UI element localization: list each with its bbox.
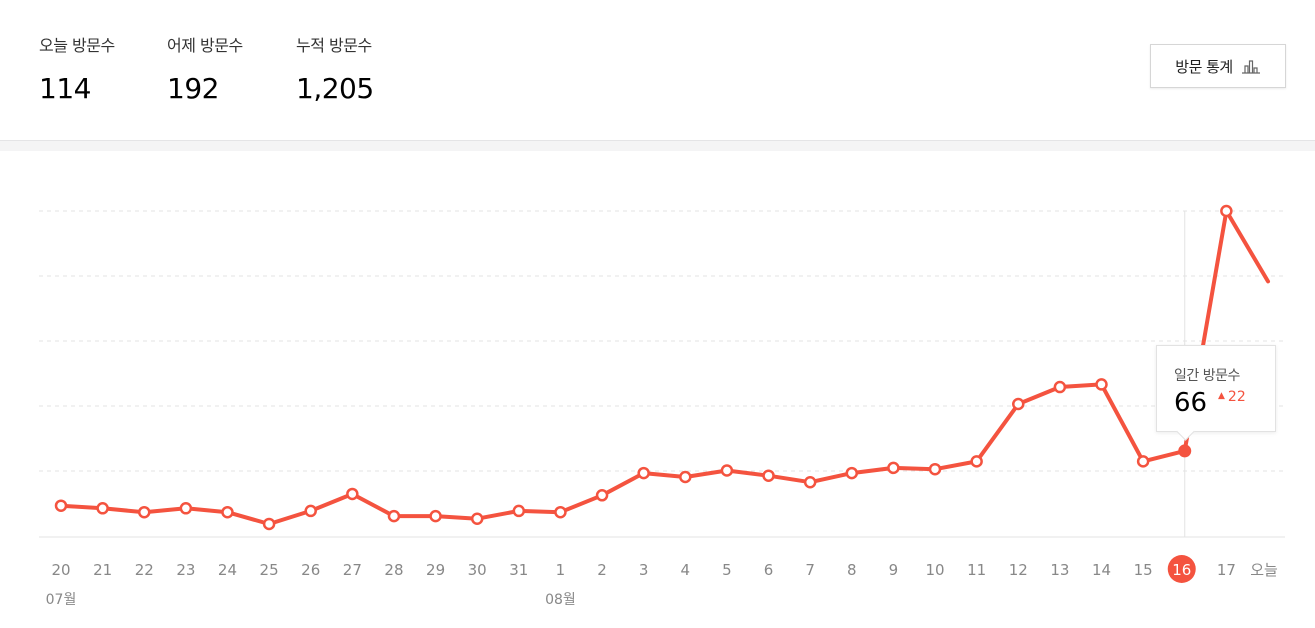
data-point[interactable] <box>637 466 650 480</box>
data-point[interactable] <box>262 517 276 531</box>
tooltip-change: ▲ 22 <box>1218 389 1246 405</box>
visits-line <box>59 209 1270 526</box>
x-tick-label[interactable]: 2 <box>597 561 607 579</box>
x-tick-label[interactable]: 24 <box>218 561 237 579</box>
x-label-highlight <box>1167 555 1196 583</box>
bar-chart-icon <box>1241 60 1260 74</box>
data-point[interactable] <box>762 469 775 482</box>
visits-series[interactable] <box>54 204 1270 531</box>
chart-grid <box>39 210 1285 538</box>
x-tick-label[interactable]: 27 <box>343 561 362 579</box>
visit-stats-button-label: 방문 통계 <box>1175 57 1233 76</box>
x-tick-label[interactable]: 29 <box>426 561 445 579</box>
data-point[interactable] <box>887 461 900 475</box>
x-tick-label[interactable]: 15 <box>1134 561 1153 579</box>
visitor-summary: 오늘 방문수 114 어제 방문수 192 누적 방문수 1,205 방문 통계 <box>0 0 1315 140</box>
x-tick-label[interactable]: 17 <box>1217 561 1236 579</box>
yesterday-visits-label: 어제 방문수 <box>167 36 243 55</box>
x-tick-label[interactable]: 25 <box>260 561 279 579</box>
x-tick-label[interactable]: 13 <box>1050 561 1069 579</box>
daily-visits-tooltip: 일간 방문수 66 ▲ 22 <box>1156 345 1276 432</box>
x-tick-label[interactable]: 1 <box>556 561 566 579</box>
data-point[interactable] <box>221 505 234 519</box>
yesterday-visits: 어제 방문수 192 <box>167 32 243 105</box>
data-point[interactable] <box>429 509 442 523</box>
tooltip-label: 일간 방문수 <box>1174 368 1240 384</box>
total-visits-label: 누적 방문수 <box>296 36 372 55</box>
data-point[interactable] <box>845 466 859 480</box>
data-point[interactable] <box>595 489 609 502</box>
section-divider <box>0 140 1315 151</box>
data-point[interactable] <box>1220 204 1233 218</box>
data-point[interactable] <box>679 470 692 484</box>
x-tick-label[interactable]: 6 <box>764 561 774 579</box>
x-tick-label[interactable]: 21 <box>93 561 112 579</box>
x-tick-label[interactable]: 28 <box>384 561 403 579</box>
data-point[interactable] <box>1095 378 1108 391</box>
total-visits-value: 1,205 <box>296 72 374 105</box>
data-point[interactable] <box>1053 380 1067 394</box>
data-point[interactable] <box>803 475 817 489</box>
today-visits: 오늘 방문수 114 <box>39 32 115 105</box>
x-tick-label[interactable]: 3 <box>639 561 649 579</box>
month-label: 07월 <box>46 592 77 608</box>
x-tick-label[interactable]: 30 <box>468 561 487 579</box>
data-point[interactable] <box>512 504 526 518</box>
x-tick-label[interactable]: 20 <box>51 561 70 579</box>
data-point[interactable] <box>928 462 942 476</box>
total-visits: 누적 방문수 1,205 <box>296 32 374 105</box>
x-tick-label[interactable]: 26 <box>301 561 320 579</box>
data-point[interactable] <box>970 455 983 468</box>
x-tick-label[interactable]: 16 <box>1172 561 1191 579</box>
x-tick-label[interactable]: 9 <box>889 561 899 579</box>
x-tick-label[interactable]: 14 <box>1092 561 1111 579</box>
tooltip-change-value: 22 <box>1227 389 1246 405</box>
x-tick-label[interactable]: 8 <box>847 561 857 579</box>
x-tick-label[interactable]: 23 <box>176 561 195 579</box>
data-point[interactable] <box>554 505 567 519</box>
month-label: 08월 <box>545 592 576 608</box>
data-point[interactable] <box>720 464 734 477</box>
x-tick-label[interactable]: 22 <box>135 561 154 579</box>
x-tick-label[interactable]: 7 <box>805 561 815 579</box>
today-visits-value: 114 <box>39 72 91 105</box>
data-point[interactable] <box>137 505 151 519</box>
x-tick-label[interactable]: 5 <box>722 561 732 579</box>
data-point[interactable] <box>54 499 68 512</box>
data-point[interactable] <box>1012 397 1025 411</box>
x-tick-label[interactable]: 4 <box>681 561 691 579</box>
x-tick-label[interactable]: 10 <box>925 561 944 579</box>
data-point[interactable] <box>1136 455 1150 468</box>
up-triangle-icon: ▲ <box>1218 391 1225 401</box>
x-tick-label[interactable]: 오늘 <box>1250 561 1278 579</box>
yesterday-visits-value: 192 <box>167 72 219 105</box>
data-point[interactable] <box>387 509 401 523</box>
x-tick-label[interactable]: 11 <box>967 561 986 579</box>
data-point[interactable] <box>96 502 109 515</box>
x-axis-labels: 20 21 22 23 24 25 26 27 28 29 30 31 1 2 3 4 5 6 7 8 9 10 11 12 1… <box>46 555 1278 608</box>
daily-visits-chart: 20 21 22 23 24 25 26 27 28 29 30 31 1 2 3 4 5 6 7 8 9 10 11 12 1… <box>39 204 1285 608</box>
data-point[interactable] <box>179 502 193 515</box>
x-tick-label[interactable]: 31 <box>509 561 528 579</box>
data-point[interactable] <box>470 512 484 525</box>
today-visits-label: 오늘 방문수 <box>39 36 115 55</box>
data-point-active[interactable] <box>1178 444 1192 458</box>
x-tick-label[interactable]: 12 <box>1009 561 1028 579</box>
data-point[interactable] <box>304 504 317 518</box>
data-point[interactable] <box>346 487 359 501</box>
tooltip-value: 66 <box>1174 388 1208 418</box>
visit-stats-button[interactable]: 방문 통계 <box>1150 44 1286 88</box>
